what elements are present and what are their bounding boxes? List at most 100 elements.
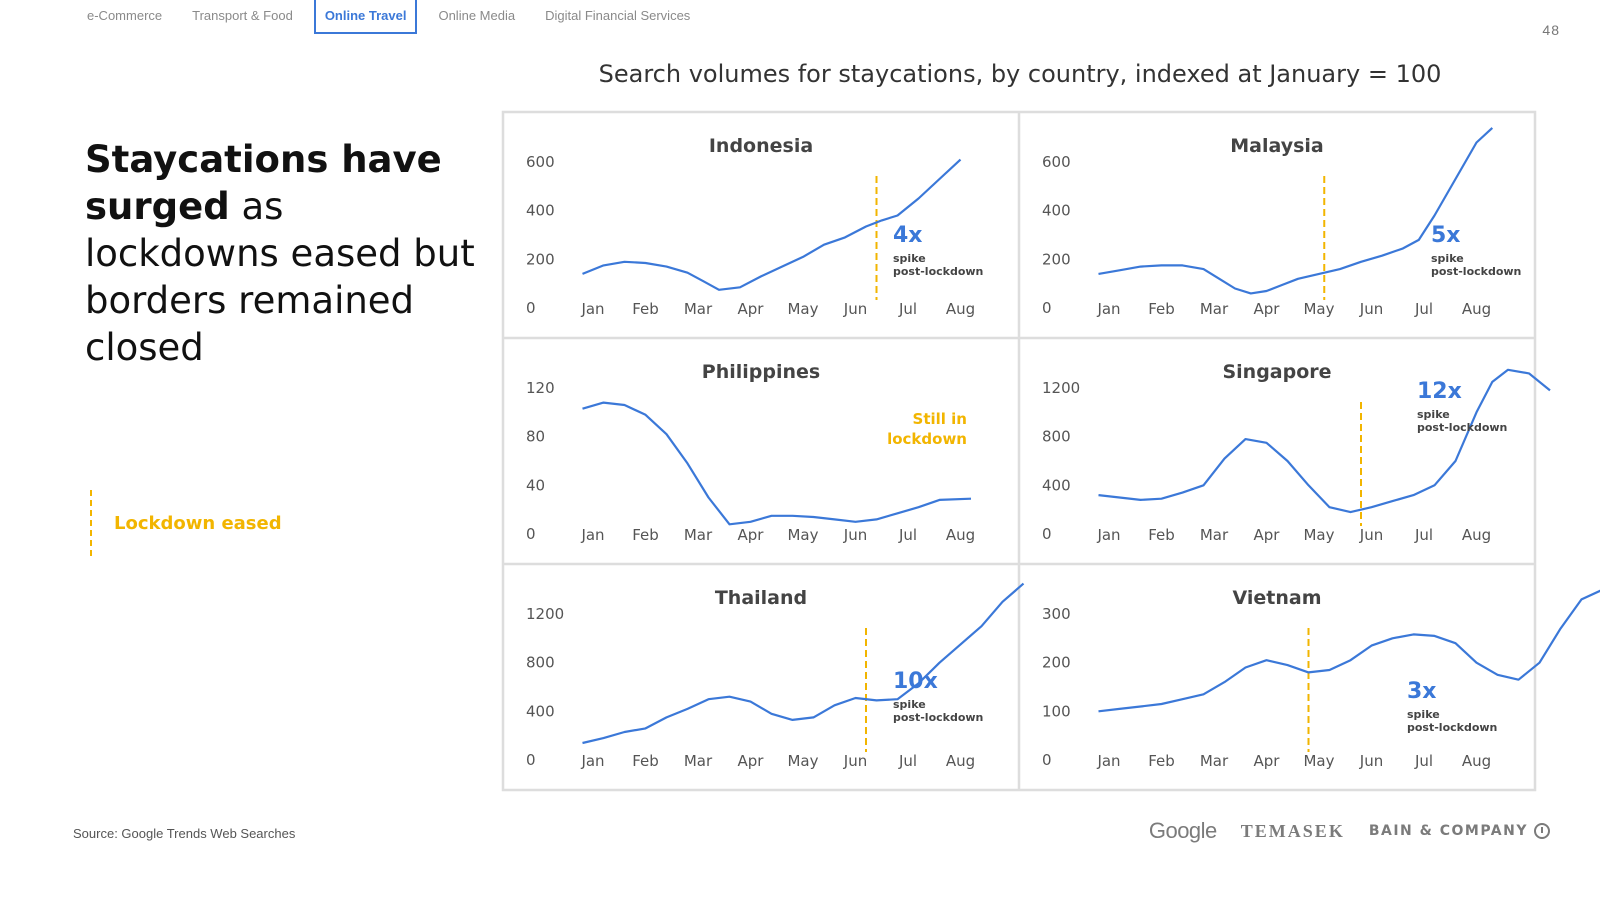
x-tick-label: Jul	[1414, 526, 1433, 544]
legend-dashed-line	[90, 490, 92, 556]
tab-ecommerce[interactable]: e-Commerce	[87, 8, 163, 23]
x-tick-label: Jun	[1359, 752, 1383, 770]
series-line-philippines	[582, 401, 972, 526]
headline: Staycations have surged as lockdowns eas…	[85, 136, 485, 371]
annotation-caption-malaysia: spike	[1431, 252, 1464, 265]
annotation-multiplier-indonesia: 4x	[893, 223, 923, 248]
y-tick-label: 80	[526, 428, 545, 446]
bain-circle-icon	[1534, 823, 1550, 839]
annotation-multiplier-singapore: 12x	[1417, 379, 1462, 404]
series-line-vietnam	[1098, 589, 1600, 713]
x-tick-label: Aug	[1462, 752, 1491, 770]
y-tick-label: 400	[1042, 202, 1071, 220]
x-tick-label: Apr	[738, 752, 765, 770]
y-tick-label: 400	[526, 202, 555, 220]
y-tick-label: 100	[1042, 702, 1071, 720]
y-tick-label: 120	[526, 379, 555, 397]
panel-title-indonesia: Indonesia	[709, 135, 813, 157]
annotation-caption-malaysia: post-lockdown	[1431, 265, 1521, 278]
y-tick-label: 200	[1042, 250, 1071, 268]
y-tick-label: 600	[526, 153, 555, 171]
x-tick-label: Jun	[1359, 300, 1383, 318]
x-tick-label: Jan	[580, 300, 604, 318]
tab-online-travel[interactable]: Online Travel	[313, 0, 418, 34]
y-tick-label: 1200	[1042, 379, 1080, 397]
x-tick-label: Aug	[1462, 300, 1491, 318]
x-tick-label: Apr	[1254, 300, 1281, 318]
tab-digital-financial-services[interactable]: Digital Financial Services	[545, 8, 691, 23]
x-tick-label: Apr	[738, 526, 765, 544]
annotation-caption-thailand: spike	[893, 698, 926, 711]
x-tick-label: Jul	[898, 300, 917, 318]
x-tick-label: Jun	[843, 300, 867, 318]
y-tick-label: 0	[1042, 751, 1052, 769]
x-tick-label: May	[1303, 526, 1334, 544]
y-tick-label: 0	[1042, 299, 1052, 317]
panel-title-singapore: Singapore	[1222, 361, 1331, 383]
x-tick-label: Jul	[1414, 300, 1433, 318]
annotation-caption-indonesia: spike	[893, 252, 926, 265]
y-tick-label: 400	[1042, 476, 1071, 494]
x-tick-label: Jan	[1096, 752, 1120, 770]
annotation-caption-singapore: spike	[1417, 408, 1450, 421]
x-tick-label: Jul	[898, 752, 917, 770]
headline-rest: as lockdowns eased but borders remained …	[85, 185, 475, 369]
x-tick-label: Jul	[1414, 752, 1433, 770]
x-tick-label: Jul	[898, 526, 917, 544]
series-line-thailand	[582, 582, 1025, 745]
x-tick-label: Jan	[580, 752, 604, 770]
series-line-indonesia	[582, 158, 962, 291]
x-tick-label: Feb	[632, 752, 659, 770]
x-tick-label: Apr	[1254, 752, 1281, 770]
tab-online-media[interactable]: Online Media	[438, 8, 516, 23]
y-tick-label: 600	[1042, 153, 1071, 171]
legend-label: Lockdown eased	[114, 512, 282, 534]
series-line-malaysia	[1098, 127, 1494, 295]
google-logo: Google	[1148, 818, 1217, 843]
annotation-caption-thailand: post-lockdown	[893, 711, 983, 724]
x-tick-label: Mar	[1200, 300, 1229, 318]
y-tick-label: 0	[526, 525, 536, 543]
x-tick-label: Mar	[684, 526, 713, 544]
y-tick-label: 1200	[526, 605, 564, 623]
x-tick-label: Jun	[843, 526, 867, 544]
x-tick-label: Feb	[632, 300, 659, 318]
page-number: 48	[1542, 22, 1560, 38]
x-tick-label: Feb	[632, 526, 659, 544]
x-tick-label: Jun	[843, 752, 867, 770]
x-tick-label: Feb	[1148, 752, 1175, 770]
tab-transport-food[interactable]: Transport & Food	[192, 8, 293, 23]
x-tick-label: Aug	[946, 300, 975, 318]
panel-title-philippines: Philippines	[702, 361, 820, 383]
y-tick-label: 0	[526, 299, 536, 317]
x-tick-label: Apr	[1254, 526, 1281, 544]
annotation-caption-singapore: post-lockdown	[1417, 421, 1507, 434]
x-tick-label: Feb	[1148, 526, 1175, 544]
y-tick-label: 300	[1042, 605, 1071, 623]
source-note: Source: Google Trends Web Searches	[73, 826, 296, 841]
temasek-logo: TEMASEK	[1240, 820, 1345, 841]
panel-title-malaysia: Malaysia	[1230, 135, 1324, 157]
y-tick-label: 0	[1042, 525, 1052, 543]
y-tick-label: 800	[1042, 428, 1071, 446]
legend: Lockdown eased	[90, 490, 282, 556]
x-tick-label: Jun	[1359, 526, 1383, 544]
y-tick-label: 800	[526, 654, 555, 672]
x-tick-label: May	[1303, 752, 1334, 770]
x-tick-label: May	[787, 526, 818, 544]
annotation-caption-indonesia: post-lockdown	[893, 265, 983, 278]
annotation-lockdown-philippines: lockdown	[887, 430, 967, 448]
x-tick-label: Aug	[946, 752, 975, 770]
y-tick-label: 400	[526, 702, 555, 720]
x-tick-label: May	[1303, 300, 1334, 318]
x-tick-label: Mar	[684, 752, 713, 770]
bain-logo-text: BAIN & COMPANY	[1368, 823, 1528, 839]
y-tick-label: 0	[526, 751, 536, 769]
headline-bold: Staycations have surged	[85, 138, 442, 228]
x-tick-label: May	[787, 300, 818, 318]
chart-title: Search volumes for staycations, by count…	[598, 60, 1442, 88]
annotation-caption-vietnam: spike	[1407, 708, 1440, 721]
x-tick-label: Mar	[684, 300, 713, 318]
x-tick-label: Jan	[580, 526, 604, 544]
